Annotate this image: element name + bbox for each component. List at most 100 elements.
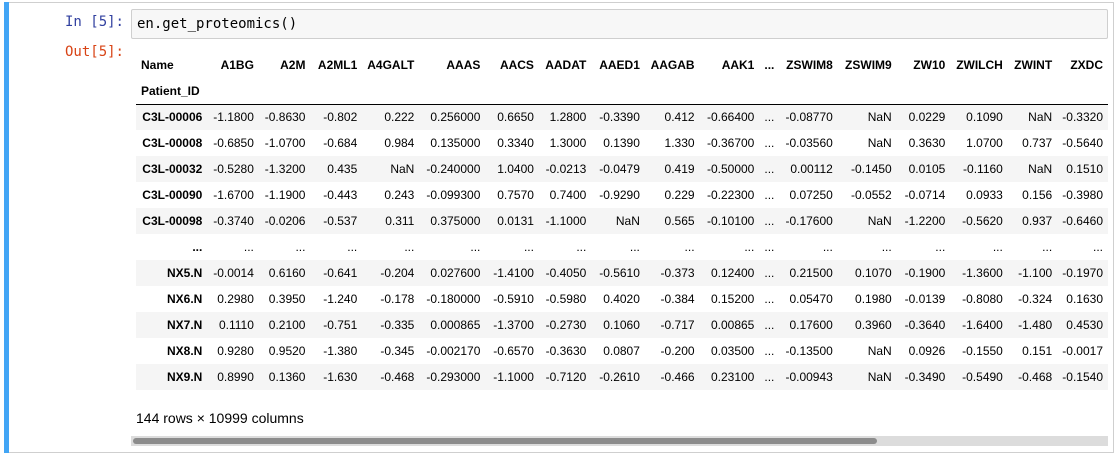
table-cell: 0.0105	[908, 162, 946, 176]
column-header: A4GALT	[367, 58, 415, 72]
table-row: NX6.N 0.2980 0.3950 -1.240 -0.178 -0.180000 -0…	[136, 286, 1108, 312]
table-cell: -1.480	[1018, 318, 1053, 332]
table-cell: -0.0552	[851, 188, 892, 202]
table-cell: -0.3490	[904, 370, 946, 384]
table-cell: -0.468	[380, 370, 415, 384]
table-cell: 0.1060	[603, 318, 640, 332]
table-cell: NaN	[390, 162, 415, 176]
table-cell: -0.10100	[706, 214, 755, 228]
column-header: AAAS	[446, 58, 481, 72]
table-cell: -0.2610	[599, 370, 640, 384]
table-cell: 0.2100	[268, 318, 306, 332]
table-cell: -0.3320	[1062, 110, 1103, 125]
row-index: C3L-00098	[142, 214, 203, 228]
table-cell: -0.3980	[1062, 188, 1103, 202]
table-cell: 0.23100	[710, 370, 755, 384]
table-cell: -0.200	[660, 344, 695, 358]
table-cell: ...	[881, 240, 892, 254]
table-cell: -0.180000	[426, 292, 481, 306]
row-index: NX6.N	[167, 292, 203, 306]
table-cell: -0.1550	[962, 344, 1003, 358]
table-cell: -0.240000	[426, 162, 481, 176]
input-prompt: In [5]:	[64, 14, 124, 30]
table-cell: 0.0229	[908, 110, 946, 125]
table-cell: 0.412	[664, 110, 695, 125]
table-cell: -0.0014	[213, 266, 254, 280]
table-cell: -0.0206	[264, 214, 306, 228]
table-cell: 0.2980	[217, 292, 254, 306]
table-cell: -0.08770	[785, 110, 833, 125]
table-row: C3L-00098 -0.3740 -0.0206 -0.537 0.311 0.3750…	[136, 208, 1108, 234]
table-cell: ...	[629, 240, 640, 254]
table-cell: -0.6570	[493, 344, 534, 358]
table-cell: -1.6700	[213, 188, 254, 202]
table-cell: -0.3740	[213, 214, 254, 228]
table-cell: -0.641	[323, 266, 358, 280]
index-header-spacer	[699, 78, 760, 105]
index-name-label: Patient_ID	[136, 78, 208, 105]
table-cell: 0.17600	[789, 318, 833, 332]
table-cell: 0.256000	[430, 110, 481, 125]
table-cell: -0.3640	[904, 318, 946, 332]
table-cell: ...	[764, 318, 775, 332]
table-cell: ...	[764, 370, 775, 384]
table-cell: ...	[764, 110, 775, 125]
table-cell: NaN	[867, 344, 892, 358]
table-row: NX9.N 0.8990 0.1360 -1.630 -0.468 -0.293000 -1…	[136, 364, 1108, 390]
table-cell: 0.9280	[217, 344, 254, 358]
table-cell: -0.9290	[599, 188, 640, 202]
table-cell: -0.5980	[545, 292, 587, 306]
table-cell: -0.0017	[1062, 344, 1103, 358]
table-cell: -0.537	[323, 214, 358, 228]
table-cell: -0.384	[660, 292, 695, 306]
column-header: AAGAB	[650, 58, 695, 72]
index-header-spacer	[837, 78, 897, 105]
column-header: ZWINT	[1014, 58, 1053, 72]
table-cell: 0.0933	[966, 188, 1003, 202]
table-cell: -0.7120	[545, 370, 587, 384]
table-cell: ...	[764, 344, 775, 358]
table-cell: 0.3340	[497, 136, 534, 150]
scrollbar-thumb[interactable]	[133, 438, 877, 444]
table-cell: -0.802	[323, 110, 358, 125]
column-header: AACS	[499, 58, 534, 72]
code-text[interactable]: en.get_proteomics()	[137, 16, 298, 32]
table-row: NX7.N 0.1110 0.2100 -0.751 -0.335 0.000865 -1.…	[136, 312, 1108, 338]
table-cell: 0.03500	[710, 344, 755, 358]
table-cell: 0.1110	[218, 318, 254, 332]
horizontal-scrollbar[interactable]	[131, 436, 1108, 446]
table-cell: 0.00112	[790, 162, 833, 176]
column-header: ZXDC	[1070, 58, 1103, 72]
table-cell: 0.3630	[908, 136, 946, 150]
table-cell: ...	[764, 292, 775, 306]
dataframe-shape: 144 rows × 10999 columns	[136, 410, 304, 426]
table-cell: -1.1000	[493, 370, 534, 384]
row-index: NX5.N	[167, 266, 203, 280]
table-row: C3L-00006 -1.1800 -0.8630 -0.802 0.222 0.2560…	[136, 104, 1108, 130]
selected-cell-indicator	[4, 2, 9, 453]
table-cell: ...	[764, 240, 775, 254]
index-header-spacer	[362, 78, 420, 105]
table-cell: -0.0479	[599, 162, 640, 176]
table-cell: -0.5640	[1062, 136, 1103, 150]
table-cell: -0.5490	[962, 370, 1003, 384]
table-cell: ...	[764, 188, 775, 202]
row-index: C3L-00090	[142, 188, 203, 202]
code-input-area[interactable]: en.get_proteomics()	[131, 9, 1108, 39]
table-cell: NaN	[867, 136, 892, 150]
column-header: ...	[764, 58, 775, 72]
table-cell: NaN	[867, 370, 892, 384]
index-header-spacer	[759, 78, 780, 105]
output-prompt: Out[5]:	[64, 44, 124, 60]
table-cell: -0.345	[380, 344, 415, 358]
row-index: C3L-00006	[142, 110, 203, 125]
column-header: AAK1	[721, 58, 755, 72]
notebook-cell[interactable]	[4, 2, 1114, 453]
column-header: ZW10	[913, 58, 946, 72]
index-header-spacer	[1057, 78, 1108, 105]
table-cell: -1.1900	[264, 188, 306, 202]
row-index: ...	[192, 240, 203, 254]
table-cell: -0.1450	[851, 162, 892, 176]
table-row: ........................................…	[136, 234, 1108, 260]
table-cell: 1.330	[664, 136, 695, 150]
